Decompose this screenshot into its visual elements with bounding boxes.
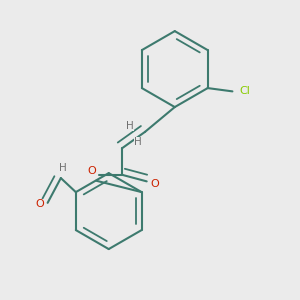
Text: Cl: Cl bbox=[239, 86, 250, 96]
Text: H: H bbox=[58, 163, 66, 172]
Text: O: O bbox=[35, 199, 44, 209]
Text: O: O bbox=[151, 179, 159, 189]
Text: H: H bbox=[126, 121, 134, 131]
Text: O: O bbox=[88, 167, 97, 176]
Text: H: H bbox=[134, 137, 142, 147]
